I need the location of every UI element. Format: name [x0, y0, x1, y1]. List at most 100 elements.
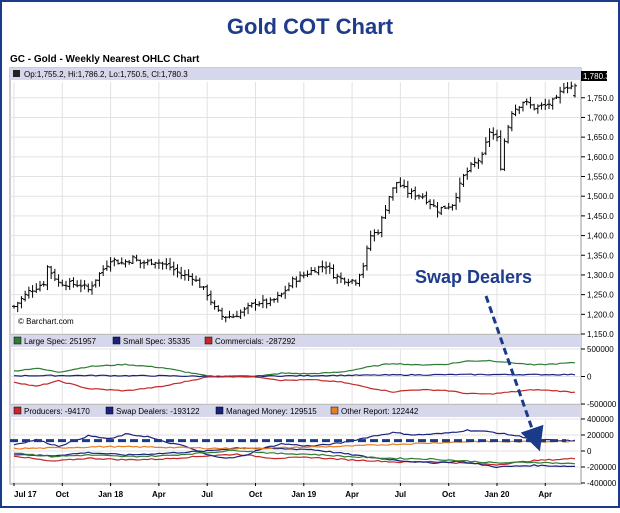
ohlc-bar [398, 177, 403, 188]
series-line-commercials [13, 375, 576, 395]
ohlc-bar [324, 261, 329, 275]
ohlc-bar [558, 86, 563, 104]
ohlc-bar [208, 290, 213, 306]
ohlc-bar [168, 257, 173, 271]
ohlc-bar [127, 259, 132, 265]
price-tick-label: 1,650.0 [587, 133, 614, 142]
price-tick-label: 1,550.0 [587, 173, 614, 182]
chart-subtitle: GC - Gold - Weekly Nearest OHLC Chart [10, 54, 200, 65]
ohlc-bar [520, 101, 525, 112]
ohlc-bar [30, 285, 35, 298]
ohlc-bar [535, 104, 540, 114]
legend-producers: Producers: -94170 [24, 407, 90, 416]
ohlc-bar [546, 99, 551, 110]
ohlc-bar [472, 157, 477, 168]
ohlc-bar [246, 302, 251, 315]
ohlc-bar [231, 313, 236, 319]
legend-small-spec: Small Spec: 35335 [123, 337, 191, 346]
ohlc-bar [175, 264, 180, 278]
ohlc-bar [361, 262, 366, 278]
ohlc-bar [309, 267, 314, 276]
ohlc-bar [301, 271, 306, 279]
x-tick-label: Jul 17 [14, 490, 37, 499]
ohlc-bar [502, 138, 507, 171]
ohlc-bar [123, 259, 128, 268]
ohlc-bar [286, 282, 291, 292]
ohlc-bar [573, 83, 577, 98]
ohlc-bar [405, 180, 410, 198]
ohlc-bar [402, 179, 407, 189]
ohlc-bar [428, 199, 433, 210]
x-tick-label: Apr [538, 490, 552, 499]
ohlc-bar [205, 284, 210, 301]
ohlc-bar [149, 258, 154, 266]
ohlc-bar [223, 316, 228, 323]
ohlc-bar [260, 295, 265, 309]
ohlc-bar [212, 300, 217, 310]
barchart-watermark: © Barchart.com [18, 317, 74, 326]
ohlc-bar [156, 259, 161, 269]
ohlc-bar [465, 167, 470, 180]
price-tick-label: 1,500.0 [587, 192, 614, 201]
ohlc-bar [97, 272, 102, 287]
ohlc-bar [101, 265, 106, 276]
legend-swatch-commercials [204, 336, 213, 345]
price-axis: 1,150.0 1,200.0 1,250.0 1,300.0 1,350.0 1,400… [581, 94, 614, 339]
ohlc-bar [160, 261, 165, 270]
ohlc-bar [513, 104, 518, 117]
ohlc-bar [93, 279, 98, 288]
ohlc-bar [468, 162, 473, 173]
ohlc-bar [298, 271, 303, 283]
ohlc-bar [153, 261, 158, 269]
ohlc-bar [431, 199, 436, 208]
ohlc-bar [112, 257, 117, 267]
ohlc-bar [517, 106, 522, 114]
ohlc-bar [201, 286, 206, 291]
ohlc-bar [416, 194, 421, 200]
cot-axis: 500000 0 -500000 [581, 345, 617, 409]
disagg-tick-label: 0 [587, 447, 592, 456]
ohlc-bar [364, 245, 369, 271]
ohlc-bar [52, 268, 57, 282]
ohlc-bar [249, 302, 254, 308]
x-axis: Jul 17 Oct Jan 18 Apr Jul Oct Jan 19 Apr Jul Oct J… [13, 483, 552, 499]
series-line-managed-money [13, 429, 576, 459]
ohlc-bar [420, 193, 425, 200]
series-line-small-spec [13, 373, 576, 378]
disagg-panel-header [10, 405, 581, 417]
ohlc-bar [23, 290, 28, 302]
ohlc-bar [554, 94, 559, 100]
ohlc-bar [71, 277, 76, 288]
ohlc-bar [320, 260, 325, 273]
legend-swatch-large-spec [13, 336, 22, 345]
ohlc-bar [275, 291, 280, 303]
legend-other-report: Other Report: 122442 [341, 407, 419, 416]
ohlc-bar [346, 278, 351, 287]
series-line-green [13, 449, 576, 465]
ohlc-bar [342, 277, 347, 285]
ohlc-bar [182, 269, 187, 281]
ohlc-bar [227, 310, 232, 319]
ohlc-bar [439, 206, 444, 215]
ohlc-bar [15, 301, 20, 313]
ohlc-bar [108, 257, 113, 272]
ohlc-bar [457, 177, 462, 203]
ohlc-bar [290, 276, 295, 289]
price-panel-header [10, 68, 581, 80]
ohlc-bar [372, 229, 377, 242]
ohlc-bar [338, 272, 343, 284]
ohlc-bar [539, 102, 544, 110]
ohlc-bar [56, 274, 61, 287]
ohlc-bar [509, 111, 514, 132]
ohlc-bar [524, 98, 529, 106]
ohlc-bar [138, 259, 143, 269]
ohlc-bar [190, 273, 195, 286]
ohlc-bar [186, 269, 191, 282]
price-tick-label: 1,350.0 [587, 251, 614, 260]
series-line-producers [13, 453, 576, 466]
ohlc-bar [327, 262, 332, 274]
x-tick-label: Jul [201, 490, 213, 499]
ohlc-bar [368, 230, 373, 251]
ohlc-bar [34, 283, 39, 294]
